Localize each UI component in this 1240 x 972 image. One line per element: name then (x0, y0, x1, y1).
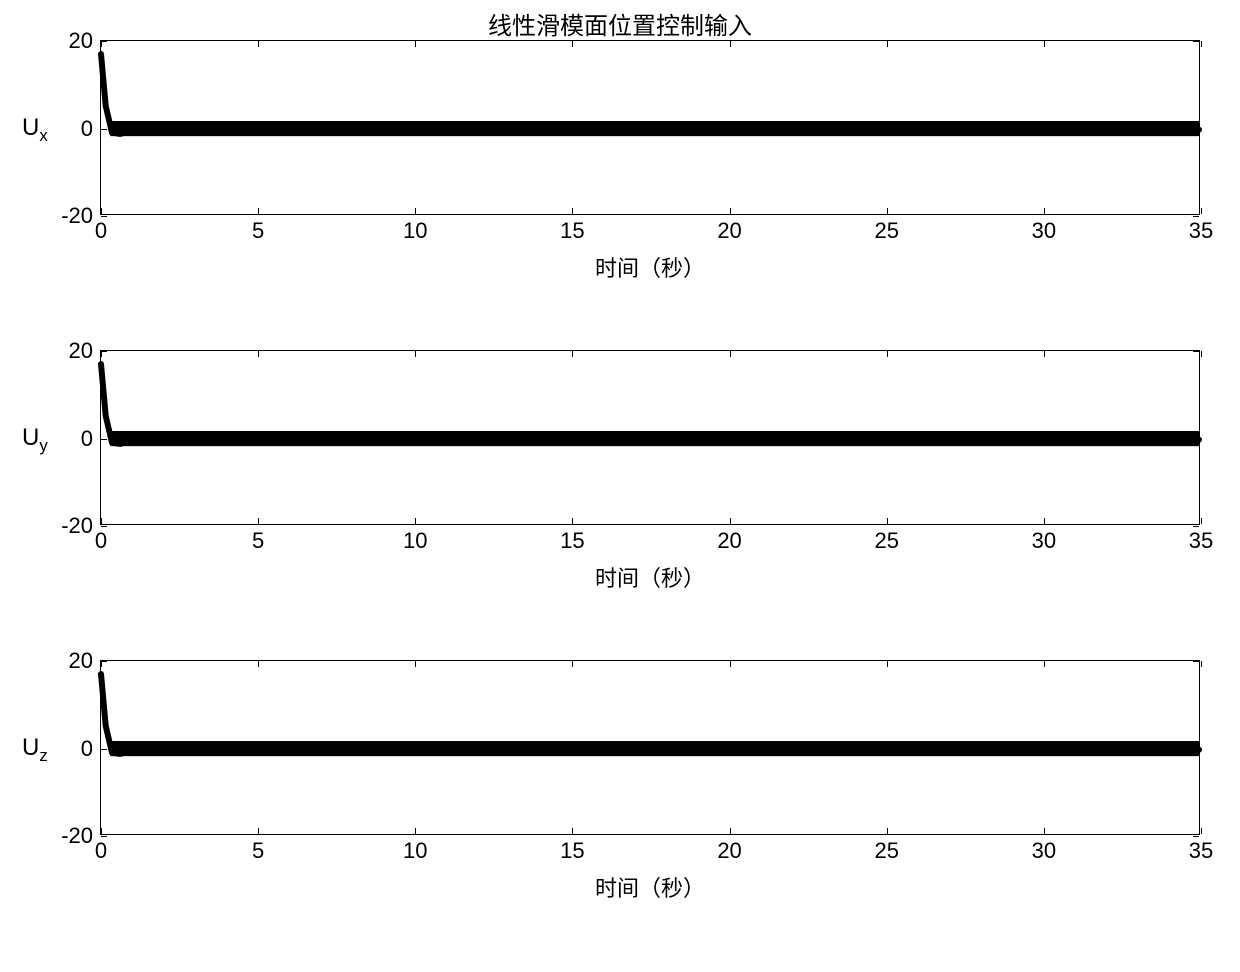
xtick-label: 0 (95, 838, 107, 864)
plot-area-uz: -2002005101520253035 (100, 660, 1200, 835)
xtick-label: 20 (717, 528, 741, 554)
xtick-label: 0 (95, 528, 107, 554)
xtick-label: 0 (95, 218, 107, 244)
xtick-mark (1201, 518, 1202, 524)
ytick-label: 0 (81, 426, 93, 452)
xtick-label: 30 (1032, 528, 1056, 554)
xtick-label: 35 (1189, 528, 1213, 554)
xtick-label: 15 (560, 838, 584, 864)
xtick-label: 5 (252, 528, 264, 554)
subplot-uy: -2002005101520253035Uy时间（秒） (100, 350, 1200, 525)
ytick-label: -20 (61, 513, 93, 539)
xtick-label: 10 (403, 838, 427, 864)
xtick-label: 20 (717, 838, 741, 864)
xtick-label: 15 (560, 528, 584, 554)
ytick-label: 20 (69, 338, 93, 364)
xtick-label: 25 (874, 218, 898, 244)
ytick-label: 0 (81, 116, 93, 142)
series-line-uy (101, 351, 1199, 524)
ytick-mark (101, 526, 107, 527)
subplot-uz: -2002005101520253035Uz时间（秒） (100, 660, 1200, 835)
xlabel-uz: 时间（秒） (100, 871, 1200, 903)
plot-area-uy: -2002005101520253035 (100, 350, 1200, 525)
xtick-mark (1201, 661, 1202, 667)
ytick-label: 20 (69, 648, 93, 674)
figure-title: 线性滑模面位置控制输入 (0, 6, 1240, 41)
ytick-mark (101, 836, 107, 837)
ylabel-ux: Ux (22, 114, 48, 146)
xtick-label: 25 (874, 528, 898, 554)
xlabel-uy: 时间（秒） (100, 561, 1200, 593)
ylabel-uz: Uz (22, 734, 48, 766)
xtick-label: 30 (1032, 838, 1056, 864)
ytick-mark (1193, 526, 1199, 527)
ytick-label: 20 (69, 28, 93, 54)
plot-area-ux: -2002005101520253035 (100, 40, 1200, 215)
series-line-uz (101, 661, 1199, 834)
xtick-mark (1201, 208, 1202, 214)
xtick-label: 10 (403, 218, 427, 244)
xtick-label: 30 (1032, 218, 1056, 244)
ytick-mark (1193, 836, 1199, 837)
series-line-ux (101, 41, 1199, 214)
ytick-label: 0 (81, 736, 93, 762)
xtick-label: 25 (874, 838, 898, 864)
xtick-label: 35 (1189, 838, 1213, 864)
ylabel-uy: Uy (22, 424, 48, 456)
xtick-mark (1201, 41, 1202, 47)
xlabel-ux: 时间（秒） (100, 251, 1200, 283)
xtick-mark (1201, 351, 1202, 357)
xtick-label: 20 (717, 218, 741, 244)
ytick-mark (101, 216, 107, 217)
xtick-label: 5 (252, 218, 264, 244)
xtick-mark (1201, 828, 1202, 834)
ytick-mark (1193, 216, 1199, 217)
subplot-ux: -2002005101520253035Ux时间（秒） (100, 40, 1200, 215)
figure-container: 线性滑模面位置控制输入 -2002005101520253035Ux时间（秒）-… (0, 0, 1240, 972)
ytick-label: -20 (61, 823, 93, 849)
ytick-label: -20 (61, 203, 93, 229)
xtick-label: 35 (1189, 218, 1213, 244)
xtick-label: 5 (252, 838, 264, 864)
xtick-label: 10 (403, 528, 427, 554)
xtick-label: 15 (560, 218, 584, 244)
